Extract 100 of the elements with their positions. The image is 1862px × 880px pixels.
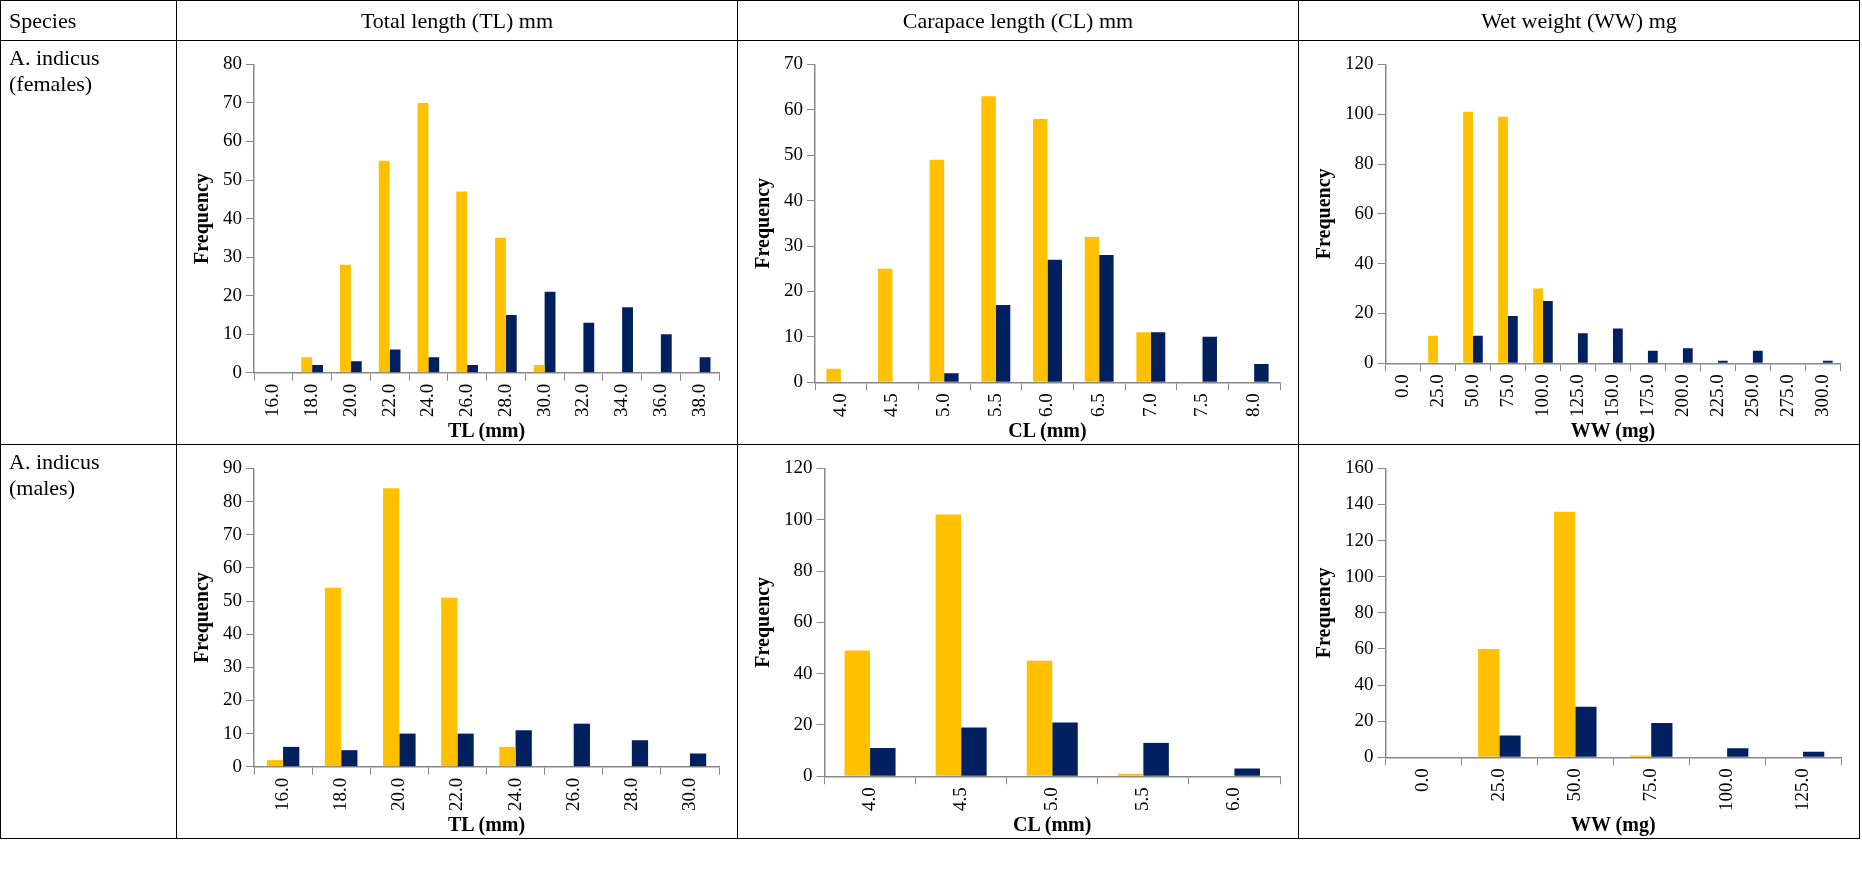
x-tick-label: 4.0 — [828, 393, 850, 417]
y-tick-label: 30 — [223, 655, 242, 677]
bar — [533, 365, 545, 373]
bar — [495, 237, 506, 373]
y-tick-label: 60 — [223, 129, 242, 151]
bar — [929, 159, 945, 382]
bar — [1143, 742, 1169, 776]
bar — [428, 357, 440, 373]
y-tick-label: 40 — [793, 661, 813, 683]
x-tick-label: 175.0 — [1635, 374, 1657, 417]
y-tick-label: 20 — [223, 688, 242, 710]
bar — [1052, 722, 1078, 776]
y-tick-label: 0 — [793, 370, 803, 392]
bar — [441, 597, 458, 767]
bar — [944, 373, 959, 382]
y-tick-label: 10 — [784, 324, 803, 346]
y-tick-label: 0 — [232, 360, 242, 382]
bar — [1463, 111, 1473, 363]
bar — [378, 160, 390, 373]
y-tick-label: 10 — [223, 322, 242, 344]
bar — [399, 733, 416, 767]
bar — [1254, 364, 1269, 382]
bar — [1577, 333, 1588, 363]
x-tick-label: 24.0 — [416, 383, 438, 417]
x-tick-label: 275.0 — [1775, 374, 1797, 417]
bar — [1047, 259, 1062, 382]
x-tick-label: 24.0 — [503, 777, 525, 811]
x-tick-label: 34.0 — [610, 383, 632, 417]
bar — [1542, 300, 1553, 363]
y-tick-label: 120 — [1345, 528, 1374, 550]
y-tick-label: 20 — [784, 279, 803, 301]
bar — [1099, 255, 1114, 382]
x-tick-label: 5.0 — [1040, 787, 1062, 811]
y-tick-label: 50 — [784, 143, 803, 165]
bar — [995, 305, 1011, 382]
y-tick-label: 40 — [223, 622, 242, 644]
x-tick-label: 100.0 — [1530, 374, 1552, 417]
bar — [826, 368, 841, 382]
y-axis-title: Frequency — [190, 572, 214, 663]
bar — [660, 334, 672, 373]
x-axis-title: WW (mg) — [1570, 813, 1656, 837]
x-tick-label: 4.5 — [880, 393, 902, 417]
x-tick-label: 150.0 — [1600, 374, 1622, 417]
bar — [1026, 660, 1053, 776]
x-axis-title: CL (mm) — [1008, 419, 1087, 443]
y-tick-label: 50 — [223, 168, 242, 190]
x-tick-label: 0.0 — [1390, 374, 1412, 398]
x-tick-label: 30.0 — [677, 777, 699, 811]
bar — [1803, 751, 1825, 757]
x-tick-label: 38.0 — [687, 383, 709, 417]
bar — [1499, 735, 1521, 757]
x-tick-label: 8.0 — [1242, 393, 1264, 417]
x-tick-label: 16.0 — [271, 777, 293, 811]
x-tick-label: 4.5 — [949, 787, 971, 811]
chart-title: Carapace length (CL) mm — [737, 0, 1299, 41]
x-tick-label: 20.0 — [338, 383, 360, 417]
x-tick-label: 4.0 — [858, 787, 880, 811]
bar — [622, 307, 633, 373]
bar — [1478, 648, 1500, 757]
x-tick-label: 5.5 — [983, 393, 1005, 417]
bar — [266, 760, 284, 767]
x-tick-label: 28.0 — [619, 777, 641, 811]
y-tick-label: 80 — [1354, 600, 1374, 622]
x-tick-label: 0.0 — [1411, 768, 1433, 792]
x-axis-title: TL (mm) — [447, 813, 526, 837]
bar — [457, 733, 474, 767]
y-tick-label: 160 — [1345, 456, 1374, 478]
x-tick-label: 30.0 — [532, 383, 554, 417]
x-tick-label: 125.0 — [1791, 768, 1813, 811]
y-tick-label: 90 — [223, 456, 242, 478]
y-tick-label: 80 — [793, 559, 813, 580]
x-tick-label: 7.0 — [1138, 393, 1160, 417]
y-tick-label: 0 — [1364, 745, 1374, 767]
x-axis-title: CL (mm) — [1013, 813, 1092, 837]
x-tick-label: 5.0 — [932, 393, 954, 417]
x-tick-label: 28.0 — [493, 383, 515, 417]
x-tick-label: 6.0 — [1222, 787, 1244, 811]
y-tick-label: 40 — [1354, 251, 1374, 273]
bar — [383, 488, 400, 767]
x-tick-label: 7.5 — [1190, 393, 1212, 417]
y-tick-label: 0 — [232, 754, 242, 776]
bar — [1234, 768, 1260, 776]
x-tick-label: 225.0 — [1705, 374, 1727, 417]
bar — [1150, 332, 1166, 382]
bar — [1498, 116, 1508, 363]
bar — [1507, 315, 1518, 363]
y-tick-label: 70 — [784, 52, 803, 74]
text: Species — [0, 0, 177, 41]
bar — [324, 587, 342, 767]
bar — [961, 727, 987, 776]
bar — [341, 750, 358, 767]
bar — [417, 102, 429, 373]
x-tick-label: 25.0 — [1425, 374, 1447, 408]
bar — [515, 730, 532, 767]
x-tick-label: 75.0 — [1495, 374, 1517, 408]
bar — [1647, 350, 1658, 363]
y-tick-label: 40 — [1354, 673, 1374, 695]
bar — [1612, 328, 1623, 363]
y-tick-label: 100 — [1345, 564, 1374, 586]
x-tick-label: 18.0 — [300, 383, 322, 417]
